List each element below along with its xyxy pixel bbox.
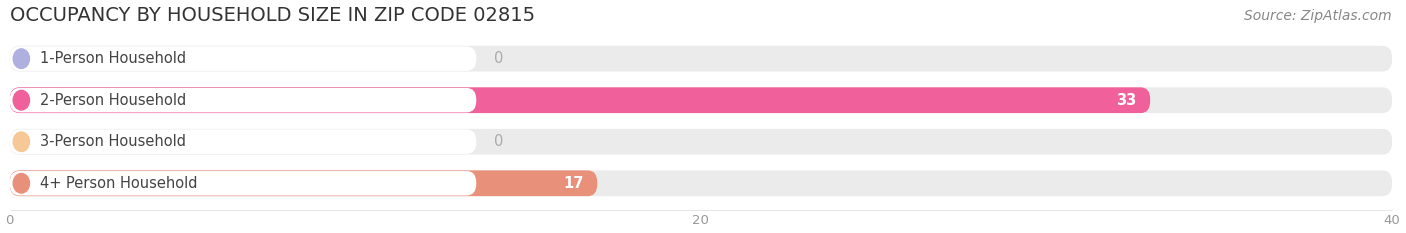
FancyBboxPatch shape — [10, 46, 477, 71]
FancyBboxPatch shape — [10, 170, 598, 196]
FancyBboxPatch shape — [10, 88, 477, 113]
FancyBboxPatch shape — [10, 171, 477, 195]
Text: 3-Person Household: 3-Person Household — [39, 134, 186, 149]
FancyBboxPatch shape — [10, 130, 477, 154]
Text: 17: 17 — [562, 176, 583, 191]
FancyBboxPatch shape — [10, 129, 1392, 155]
Text: 1-Person Household: 1-Person Household — [39, 51, 186, 66]
Circle shape — [13, 174, 30, 193]
Text: 33: 33 — [1116, 93, 1136, 108]
FancyBboxPatch shape — [10, 87, 1150, 113]
FancyBboxPatch shape — [10, 170, 1392, 196]
FancyBboxPatch shape — [10, 46, 1392, 72]
Text: 0: 0 — [494, 134, 503, 149]
Circle shape — [13, 90, 30, 110]
Text: 0: 0 — [494, 51, 503, 66]
Circle shape — [13, 49, 30, 69]
FancyBboxPatch shape — [10, 87, 1392, 113]
Text: Source: ZipAtlas.com: Source: ZipAtlas.com — [1244, 9, 1392, 23]
Circle shape — [13, 132, 30, 151]
Text: OCCUPANCY BY HOUSEHOLD SIZE IN ZIP CODE 02815: OCCUPANCY BY HOUSEHOLD SIZE IN ZIP CODE … — [10, 6, 534, 24]
Text: 4+ Person Household: 4+ Person Household — [39, 176, 197, 191]
Text: 2-Person Household: 2-Person Household — [39, 93, 186, 108]
